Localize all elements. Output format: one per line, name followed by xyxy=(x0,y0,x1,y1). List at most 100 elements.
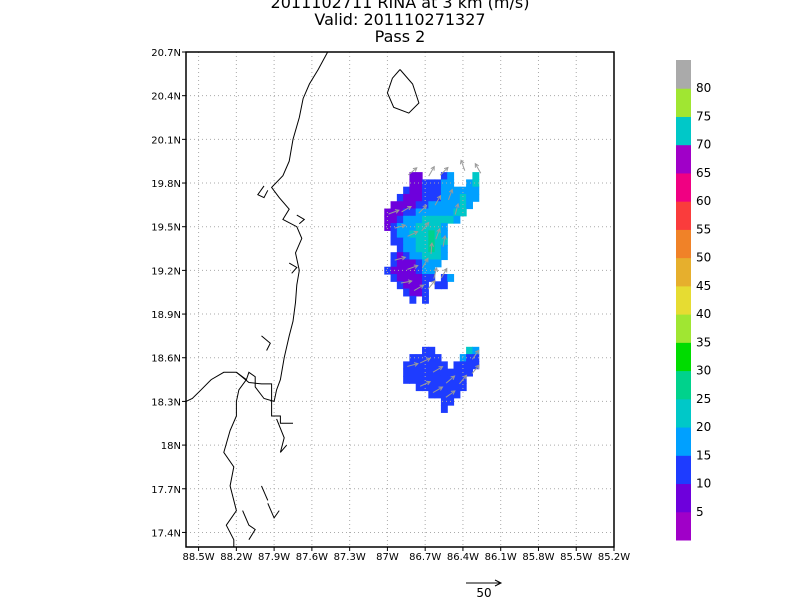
y-tick-label: 18.3N xyxy=(151,397,181,408)
wind-cell xyxy=(409,172,417,180)
y-tick-label: 20.1N xyxy=(151,135,181,146)
border-line xyxy=(236,371,293,424)
wind-arrow xyxy=(421,221,430,232)
wind-arrow xyxy=(419,380,432,387)
wind-cell xyxy=(403,259,411,268)
wind-cell xyxy=(409,274,417,282)
wind-cell xyxy=(403,193,411,202)
wind-cell xyxy=(453,375,461,384)
wind-cell xyxy=(390,201,398,210)
wind-cell xyxy=(459,383,467,392)
coastline-belize xyxy=(223,379,247,547)
wind-cell xyxy=(409,281,417,290)
wind-cell xyxy=(466,361,473,370)
wind-cell xyxy=(396,201,404,210)
wind-cell xyxy=(472,346,480,355)
wind-cell xyxy=(415,288,423,297)
wind-cell xyxy=(453,186,461,195)
colorbar: 5 10 15 20 25 30 35 40 45 50 55 60 65 70 75 80 xyxy=(676,60,711,541)
x-tick-label: 87.3W xyxy=(334,552,366,563)
wind-cell xyxy=(409,266,417,275)
colorbar-segment xyxy=(676,172,691,202)
wind-cell xyxy=(415,259,423,268)
wind-cell xyxy=(440,368,448,377)
wind-cell xyxy=(466,193,473,202)
y-tick-label: 18.6N xyxy=(151,354,181,365)
wind-arrow xyxy=(448,188,454,201)
wind-cell xyxy=(453,368,461,377)
colorbar-label: 30 xyxy=(696,364,711,378)
colorbar-segment xyxy=(676,88,691,117)
wind-cell xyxy=(403,252,411,261)
wind-cell xyxy=(422,230,429,239)
wind-cell xyxy=(396,252,404,261)
wind-cell xyxy=(396,259,404,268)
colorbar-label: 80 xyxy=(696,81,711,95)
wind-cell xyxy=(434,281,442,290)
wind-arrow xyxy=(459,159,466,171)
wind-cell xyxy=(422,295,429,304)
wind-arrow xyxy=(434,194,442,206)
wind-arrow xyxy=(421,257,429,269)
wind-cell xyxy=(409,179,417,188)
wind-cell xyxy=(453,383,461,392)
wind-cell xyxy=(415,383,423,392)
wind-arrow xyxy=(394,255,407,261)
wind-cell xyxy=(415,252,423,261)
wind-arrow xyxy=(442,234,447,247)
wind-arrow xyxy=(388,209,400,215)
wind-cell xyxy=(403,368,411,377)
wind-cell xyxy=(415,201,423,210)
wind-arrow xyxy=(474,162,482,174)
wind-cell xyxy=(403,237,411,246)
wind-cell xyxy=(440,179,448,188)
wind-cell xyxy=(428,179,436,188)
wind-cell xyxy=(409,375,417,384)
wind-arrow xyxy=(435,227,441,240)
wind-cell xyxy=(396,208,404,217)
wind-cell xyxy=(422,281,429,290)
wind-arrow xyxy=(394,223,407,229)
wind-cell xyxy=(422,186,429,195)
wind-cell xyxy=(440,274,448,282)
wind-cell xyxy=(440,405,448,413)
x-tick-label: 85.8W xyxy=(522,552,554,563)
wind-cell xyxy=(396,215,404,224)
wind-cell xyxy=(434,390,442,399)
title-line-3: Pass 2 xyxy=(374,27,426,46)
wind-cell xyxy=(415,215,423,224)
colorbar-segment xyxy=(676,511,691,541)
wind-cell xyxy=(422,361,429,370)
wind-cell xyxy=(472,193,480,202)
coastline-islet xyxy=(296,214,306,225)
colorbar-label: 50 xyxy=(696,251,711,265)
wind-cell xyxy=(415,186,423,195)
wind-cell xyxy=(390,237,398,246)
wind-cell xyxy=(453,215,461,224)
reference-vector: 50 xyxy=(466,579,503,600)
coastline-islet xyxy=(261,485,269,501)
wind-cell xyxy=(434,361,442,370)
wind-cell xyxy=(459,186,467,195)
longitude-axis: 88.5W 88.2W 87.9W 87.6W 87.3W 87W 86.7W 86.4W 86… xyxy=(183,547,630,563)
title-line-1: 2011102711 RINA at 3 km (m/s) xyxy=(270,0,530,12)
colorbar-label: 40 xyxy=(696,307,711,321)
colorbar-label: 65 xyxy=(696,166,711,180)
wind-cell xyxy=(422,215,429,224)
wind-cell xyxy=(428,186,436,195)
wind-cell xyxy=(453,193,461,202)
x-tick-label: 87.6W xyxy=(296,552,328,563)
wind-arrow xyxy=(429,242,435,255)
wind-cell xyxy=(434,186,442,195)
wind-cell xyxy=(422,375,429,384)
wind-cell xyxy=(472,186,480,195)
wind-arrow xyxy=(439,166,449,176)
wind-cell xyxy=(440,244,448,253)
wind-cell xyxy=(409,295,417,304)
wind-arrow xyxy=(471,364,480,374)
x-tick-label: 86.7W xyxy=(409,552,441,563)
wind-cell xyxy=(440,375,448,384)
colorbar-segment xyxy=(676,342,691,372)
coastline-islet xyxy=(242,510,256,540)
wind-cell xyxy=(409,259,417,268)
